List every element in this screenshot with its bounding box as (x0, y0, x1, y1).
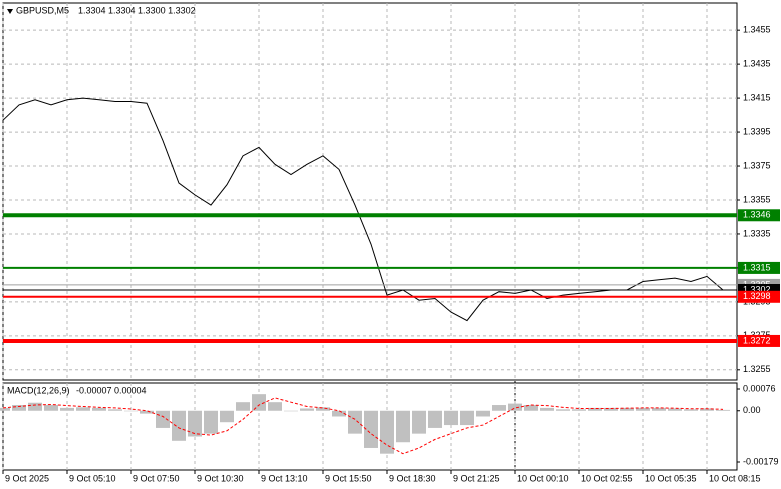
macd-bar (716, 409, 730, 411)
macd-bar (668, 408, 682, 411)
macd-bar (444, 410, 458, 426)
macd-bar (236, 402, 250, 411)
symbol: GBPUSD,M5 (16, 5, 69, 15)
macd-title: MACD(12,26,9) (7, 385, 70, 395)
macd-bar (44, 405, 58, 411)
macd-bar (412, 410, 426, 434)
y-tick-label: 0.00 (743, 405, 761, 415)
macd-bar (172, 410, 186, 441)
macd-bar (332, 410, 346, 417)
macd-bar (300, 408, 314, 411)
macd-bar (652, 407, 666, 411)
y-tick-label: 1.3375 (743, 160, 771, 170)
x-tick-label: 10 Oct 05:35 (645, 473, 697, 483)
macd-bar (0, 407, 10, 411)
x-tick-label: 9 Oct 18:30 (389, 473, 436, 483)
macd-bar (268, 402, 282, 411)
y-tick-label: 0.00076 (743, 383, 776, 393)
macd-bar (588, 407, 602, 411)
macd-bar (140, 410, 154, 414)
macd-bar (684, 409, 698, 411)
y-tick-label: 1.3335 (743, 228, 771, 238)
price-window (2, 2, 738, 381)
y-tick-label: 1.3355 (743, 194, 771, 204)
macd-bar (204, 410, 218, 434)
macd-bar (460, 410, 474, 426)
macd-bar (348, 410, 362, 434)
macd-bar (380, 410, 394, 454)
level-label: 1.3298 (743, 291, 771, 301)
bid-label: 1.3302 (743, 284, 771, 294)
level-label-box (738, 209, 780, 222)
signal-line (2, 397, 724, 455)
macd-bar (700, 408, 714, 411)
macd-bar (284, 410, 298, 412)
macd-bar (28, 402, 42, 411)
macd-bar (524, 405, 538, 411)
level-label-box (738, 334, 780, 347)
price-line (2, 97, 724, 322)
level-label: 1.3272 (743, 335, 771, 345)
level-label: 1.3346 (743, 210, 771, 220)
macd-bar (620, 407, 634, 411)
macd-bar (364, 410, 378, 448)
x-tick-label: 9 Oct 07:50 (133, 473, 180, 483)
x-tick-label: 9 Oct 15:50 (325, 473, 372, 483)
macd-bar (188, 410, 202, 437)
ohlc-readout: 1.3304 1.3304 1.3300 1.3302 (78, 5, 196, 15)
macd-bar (508, 403, 522, 411)
macd-bar (124, 410, 138, 412)
x-tick-label: 9 Oct 21:25 (453, 473, 500, 483)
x-tick-label: 10 Oct 08:15 (709, 473, 761, 483)
macd-bar (540, 407, 554, 411)
y-tick-label: 1.3255 (743, 364, 771, 374)
macd-bar (428, 410, 442, 428)
y-tick-label: -0.00179 (743, 456, 779, 466)
macd-bar (92, 407, 106, 411)
x-tick-label: 9 Oct 13:10 (261, 473, 308, 483)
macd-readout: -0.00007 0.00004 (76, 385, 147, 395)
y-tick-label: 1.3415 (743, 92, 771, 102)
x-tick-label: 9 Oct 05:10 (69, 473, 116, 483)
collapse-icon (7, 9, 13, 14)
macd-bar (636, 407, 650, 411)
macd-bar (556, 409, 570, 411)
level-label-box (738, 290, 780, 303)
level-label: 1.3315 (743, 262, 771, 272)
y-tick-label: 1.3435 (743, 59, 771, 69)
x-tick-label: 9 Oct 2025 (5, 473, 49, 483)
macd-bar (492, 405, 506, 411)
x-tick-label: 10 Oct 02:55 (581, 473, 633, 483)
macd-bar (108, 409, 122, 411)
y-tick-label: 1.3455 (743, 25, 771, 35)
macd-bar (76, 407, 90, 411)
y-tick-label: 1.3395 (743, 126, 771, 136)
macd-bar (12, 405, 26, 411)
macd-bar (60, 407, 74, 411)
macd-bar (316, 407, 330, 411)
level-label-box (738, 261, 780, 274)
x-tick-label: 9 Oct 10:30 (197, 473, 244, 483)
macd-bar (604, 407, 618, 411)
macd-bar (252, 394, 266, 411)
macd-bar (396, 410, 410, 443)
x-tick-label: 10 Oct 00:10 (517, 473, 569, 483)
macd-bar (220, 410, 234, 423)
macd-bar (476, 410, 490, 417)
macd-bar (156, 410, 170, 428)
macd-bar (572, 409, 586, 411)
